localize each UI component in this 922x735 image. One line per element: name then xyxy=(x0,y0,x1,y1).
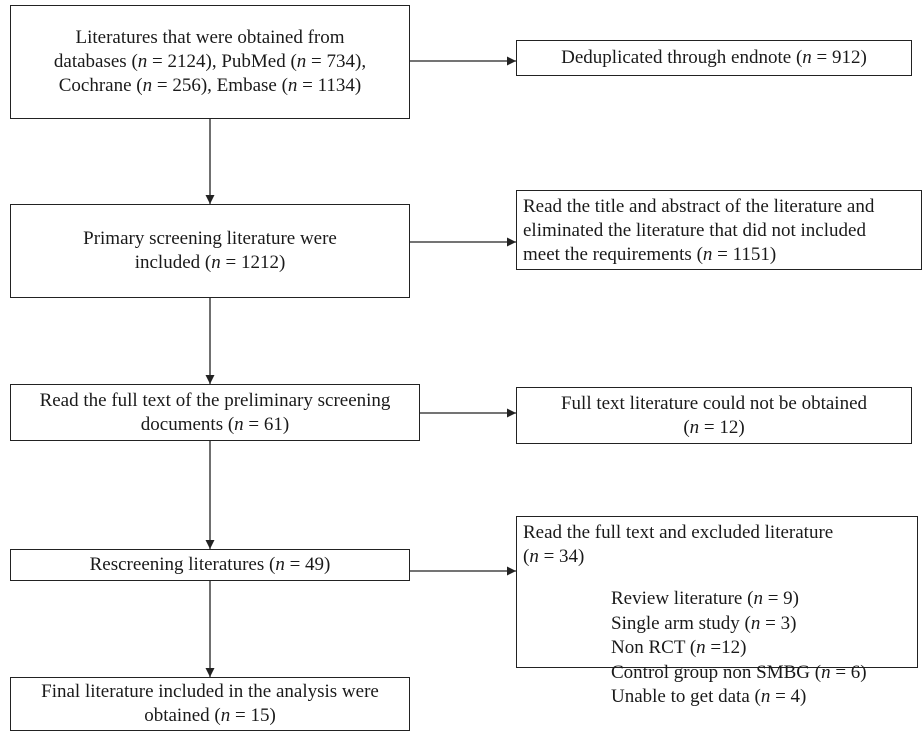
box-text-line: Literatures that were obtained from xyxy=(75,27,345,48)
box-primary-screening: Primary screening literature were include… xyxy=(10,204,410,298)
box-deduplicated: Deduplicated through endnote (n = 912) xyxy=(516,40,912,76)
excluded-reason-item: Unable to get data (n = 4) xyxy=(611,686,807,707)
box-text-line: Cochrane (n = 256), Embase (n = 1134) xyxy=(58,75,362,96)
excluded-header: Read the full text and excluded literatu… xyxy=(517,517,917,573)
box-text-line: included (n = 1212) xyxy=(134,252,286,273)
box-text-line: Read the title and abstract of the liter… xyxy=(523,196,875,217)
excluded-reasons-list: Review literature (n = 9) Single arm stud… xyxy=(611,587,867,710)
box-text-line: Final literature included in the analysi… xyxy=(41,681,379,702)
excluded-header-line: Read the full text and excluded literatu… xyxy=(523,522,834,543)
box-title-abstract-excluded: Read the title and abstract of the liter… xyxy=(516,190,922,270)
box-text-line: obtained (n = 15) xyxy=(144,705,276,726)
box-text-line: (n = 12) xyxy=(683,416,745,438)
box-final-included: Final literature included in the analysi… xyxy=(10,677,410,731)
box-identified-records: Literatures that were obtained from datab… xyxy=(10,5,410,119)
box-text-line: Deduplicated through endnote (n = 912) xyxy=(561,47,867,68)
box-text-line: databases (n = 2124), PubMed (n = 734), xyxy=(53,51,367,72)
excluded-reason-item: Review literature (n = 9) xyxy=(611,588,799,609)
box-text-line: eliminated the literature that did not i… xyxy=(523,220,866,241)
excluded-header-line: (n = 34) xyxy=(523,546,585,567)
excluded-reason-item: Non RCT (n =12) xyxy=(611,637,747,658)
box-full-text-unobtainable: Full text literature could not be obtain… xyxy=(516,387,912,444)
excluded-reason-item: Control group non SMBG (n = 6) xyxy=(611,661,867,683)
box-rescreening: Rescreening literatures (n = 49) xyxy=(10,549,410,581)
box-text-line: Primary screening literature were xyxy=(83,228,337,249)
box-full-text-excluded: Read the full text and excluded literatu… xyxy=(516,516,918,707)
box-full-text-read: Read the full text of the preliminary sc… xyxy=(10,384,420,441)
box-text-line: Rescreening literatures (n = 49) xyxy=(89,554,331,575)
excluded-reason-item: Single arm study (n = 3) xyxy=(611,612,797,634)
box-text-line: Full text literature could not be obtain… xyxy=(560,392,868,414)
box-text-line: meet the requirements (n = 1151) xyxy=(523,244,777,265)
box-text-line: documents (n = 61) xyxy=(140,413,290,435)
box-text-line: Read the full text of the preliminary sc… xyxy=(39,389,391,411)
